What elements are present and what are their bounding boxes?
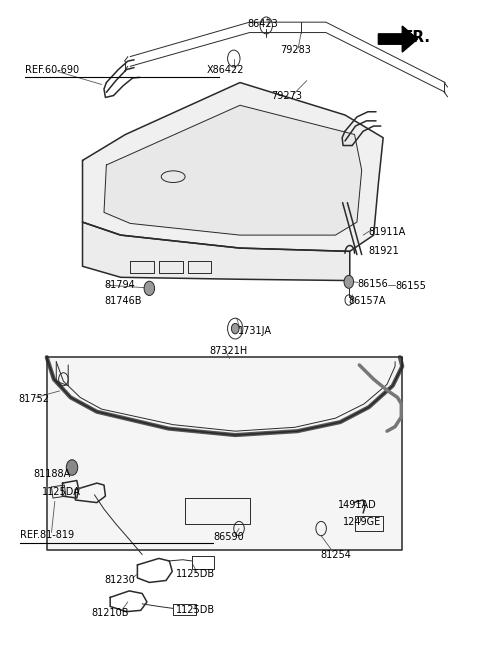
Text: 1249GE: 1249GE: [343, 517, 381, 527]
Text: 81911A: 81911A: [369, 227, 406, 237]
Text: 81752: 81752: [18, 394, 49, 404]
Circle shape: [66, 460, 78, 475]
Text: 81188A: 81188A: [34, 469, 71, 479]
Text: 81254: 81254: [320, 550, 351, 559]
Circle shape: [231, 323, 239, 334]
Text: FR.: FR.: [402, 29, 430, 44]
Text: 1125DB: 1125DB: [176, 605, 215, 615]
Text: 81230: 81230: [104, 576, 135, 585]
Text: X86422: X86422: [206, 65, 244, 74]
Text: 87321H: 87321H: [209, 346, 247, 356]
Circle shape: [344, 275, 354, 288]
Text: 1125DA: 1125DA: [42, 486, 81, 497]
Polygon shape: [83, 83, 383, 251]
Text: 1491AD: 1491AD: [338, 499, 377, 509]
Circle shape: [144, 281, 155, 295]
Text: REF.60-690: REF.60-690: [25, 65, 79, 74]
Polygon shape: [83, 222, 350, 280]
Text: 86590: 86590: [214, 532, 244, 542]
Polygon shape: [104, 105, 362, 235]
Text: REF.81-819: REF.81-819: [20, 530, 73, 540]
Polygon shape: [378, 26, 418, 52]
Text: 86423: 86423: [247, 19, 278, 29]
Text: 79273: 79273: [271, 91, 302, 100]
Text: 81746B: 81746B: [104, 296, 142, 306]
Text: 81794: 81794: [104, 280, 135, 290]
Text: 86157A: 86157A: [349, 296, 386, 306]
Text: 81921: 81921: [369, 246, 399, 256]
Text: 1125DB: 1125DB: [176, 569, 215, 579]
Text: 79283: 79283: [281, 45, 312, 55]
Text: 81210B: 81210B: [91, 608, 129, 618]
Text: 1731JA: 1731JA: [238, 326, 272, 336]
Text: 86156: 86156: [357, 279, 388, 289]
Text: 86155: 86155: [395, 281, 426, 291]
Polygon shape: [47, 357, 402, 550]
